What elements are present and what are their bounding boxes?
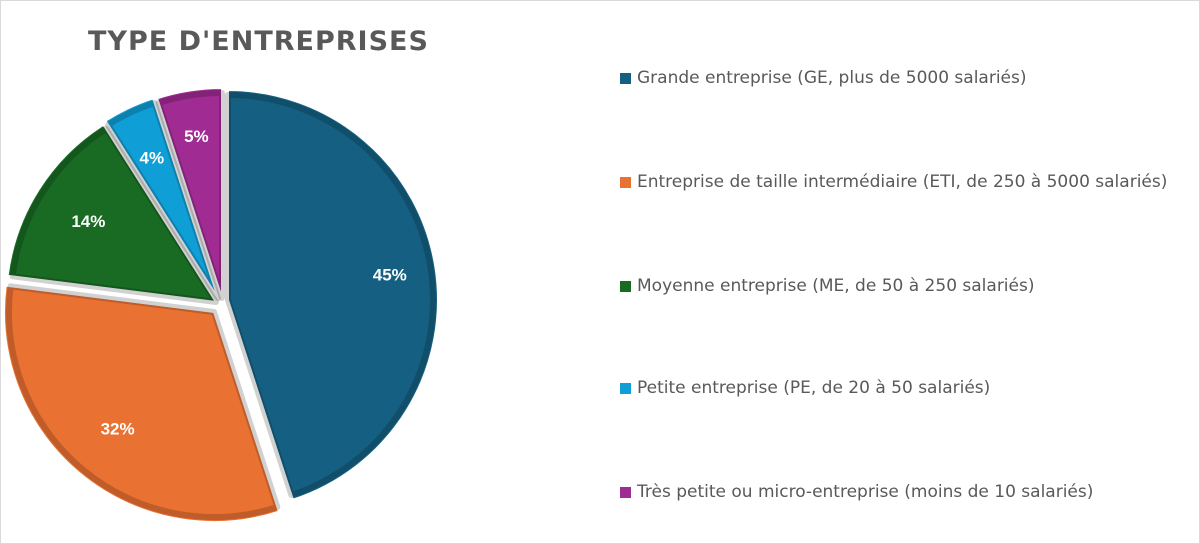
legend-item-intermediate: Entreprise de taille intermédiaire (ETI,… bbox=[620, 172, 1167, 192]
pie-slice-border-medium bbox=[9, 125, 219, 305]
chart-legend: Grande entreprise (GE, plus de 5000 sala… bbox=[620, 0, 1195, 544]
legend-item-small: Petite entreprise (PE, de 20 à 50 salari… bbox=[620, 378, 990, 398]
legend-item-large: Grande entreprise (GE, plus de 5000 sala… bbox=[620, 68, 1027, 88]
chart-title: TYPE D'ENTREPRISES bbox=[88, 26, 429, 57]
data-label-small: 4% bbox=[140, 148, 165, 167]
pie-slice-border-intermediate bbox=[6, 283, 281, 520]
data-label-large: 45% bbox=[373, 265, 407, 284]
legend-swatch-micro bbox=[620, 486, 631, 498]
pie-slice-border-small bbox=[105, 100, 221, 301]
legend-label-medium: Moyenne entreprise (ME, de 50 à 250 sala… bbox=[637, 276, 1035, 296]
data-label-micro: 5% bbox=[184, 127, 209, 146]
legend-item-micro: Très petite ou micro-entreprise (moins d… bbox=[620, 482, 1093, 502]
legend-label-large: Grande entreprise (GE, plus de 5000 sala… bbox=[637, 68, 1027, 88]
legend-swatch-small bbox=[620, 382, 631, 394]
legend-swatch-intermediate bbox=[620, 176, 631, 188]
pie-slice-medium bbox=[6, 123, 218, 304]
pie-slice-border-micro bbox=[155, 90, 225, 301]
pie-slice-small bbox=[104, 97, 219, 299]
pie-chart: 45% 32% 14% 4% 5% bbox=[3, 86, 439, 523]
pie-slice-border-large bbox=[225, 92, 436, 498]
legend-label-intermediate: Entreprise de taille intermédiaire (ETI,… bbox=[637, 172, 1168, 192]
data-label-intermediate: 32% bbox=[101, 420, 135, 439]
pie-slice-intermediate bbox=[3, 284, 281, 523]
legend-label-micro: Très petite ou micro-entreprise (moins d… bbox=[637, 482, 1094, 502]
pie-slice-micro bbox=[155, 86, 223, 299]
legend-swatch-medium bbox=[620, 280, 631, 292]
data-label-medium: 14% bbox=[71, 212, 105, 231]
legend-label-small: Petite entreprise (PE, de 20 à 50 salari… bbox=[637, 378, 991, 398]
pie-slice-large bbox=[227, 88, 439, 501]
legend-item-medium: Moyenne entreprise (ME, de 50 à 250 sala… bbox=[620, 276, 1034, 296]
legend-swatch-large bbox=[620, 72, 631, 84]
